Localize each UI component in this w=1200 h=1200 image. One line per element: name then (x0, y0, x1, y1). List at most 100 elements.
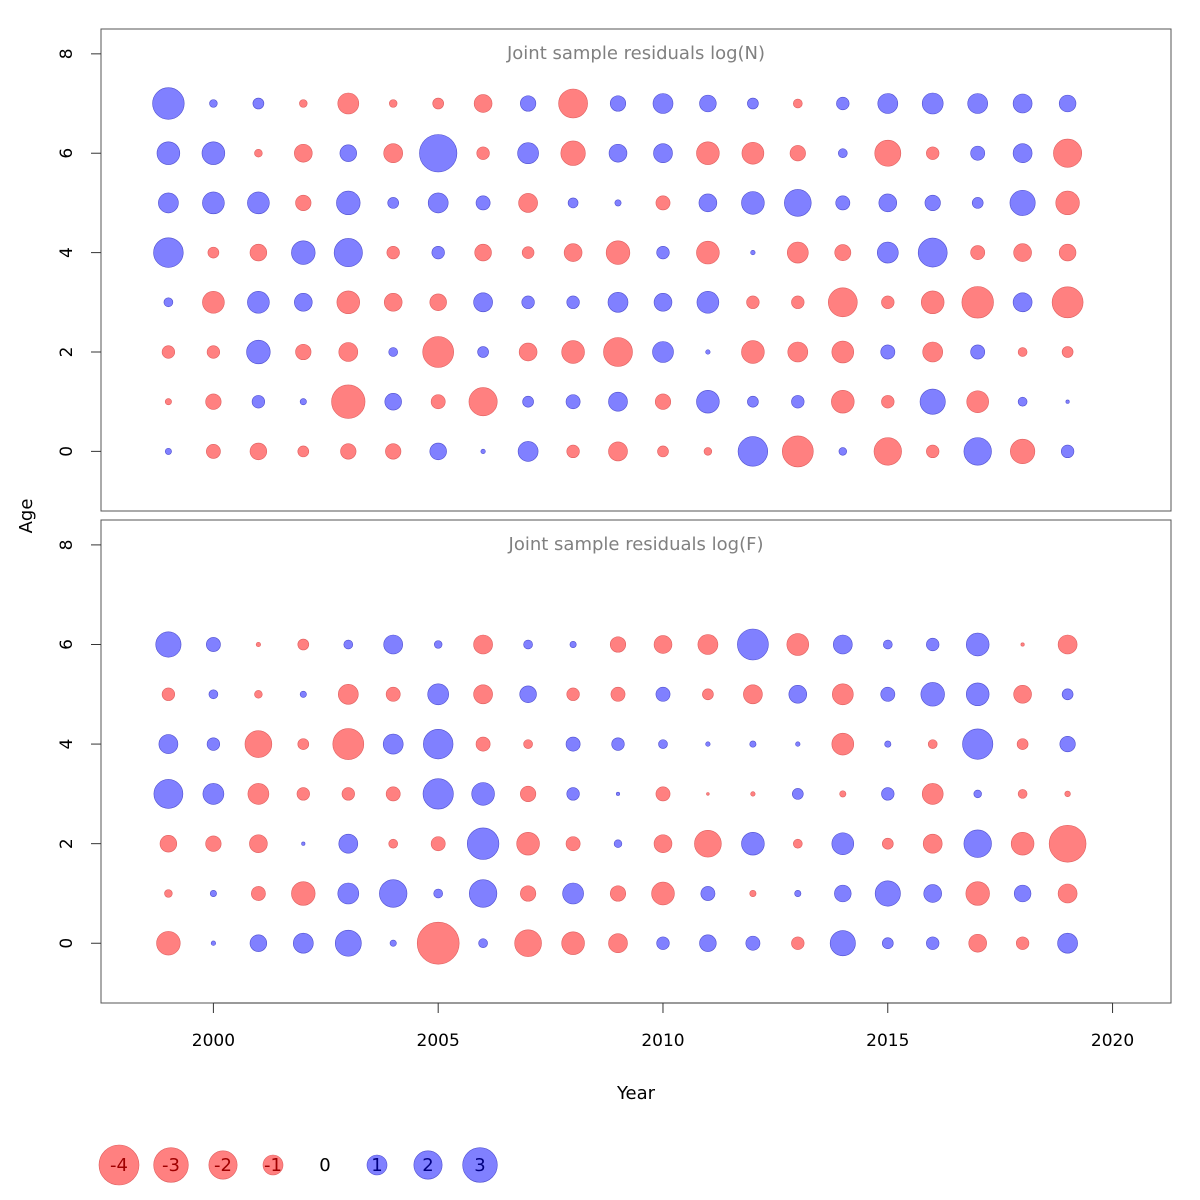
positive-residual-bubble (609, 95, 627, 112)
negative-residual-bubble (202, 291, 225, 314)
positive-residual-bubble (252, 97, 265, 110)
positive-residual-bubble (469, 879, 498, 908)
positive-residual-bubble (379, 879, 408, 908)
legend-item: -1 (262, 1154, 284, 1176)
negative-residual-bubble (657, 445, 669, 458)
negative-residual-bubble (247, 783, 270, 805)
negative-residual-bubble (430, 836, 446, 852)
negative-residual-bubble (338, 342, 359, 362)
legend-label: -4 (110, 1155, 128, 1176)
positive-residual-bubble (517, 142, 539, 164)
negative-residual-bubble (474, 243, 492, 262)
negative-residual-bubble (874, 139, 902, 167)
negative-residual-bubble (561, 931, 585, 955)
negative-residual-bubble (561, 340, 585, 364)
negative-residual-bubble (291, 881, 316, 906)
positive-residual-bubble (343, 639, 354, 650)
positive-residual-bubble (655, 686, 671, 702)
negative-residual-bubble (249, 243, 268, 262)
bubbles (153, 628, 1087, 965)
negative-residual-bubble (383, 293, 403, 312)
positive-residual-bubble (838, 148, 848, 158)
negative-residual-bubble (468, 387, 498, 417)
panel-0: Joint sample residuals log(N) 0 2 4 6 8 (57, 28, 1172, 512)
negative-residual-bubble (299, 99, 308, 108)
negative-residual-bubble (696, 141, 720, 165)
positive-residual-bubble (880, 686, 896, 702)
positive-residual-bubble (880, 344, 896, 360)
negative-residual-bubble (787, 341, 809, 363)
positive-residual-bubble (967, 93, 989, 114)
negative-residual-bubble (206, 444, 221, 459)
positive-residual-bubble (475, 195, 491, 211)
positive-residual-bubble (333, 238, 363, 268)
positive-residual-bubble (153, 779, 184, 809)
negative-residual-bubble (473, 94, 493, 113)
negative-residual-bubble (926, 444, 940, 459)
y-tick-label: 8 (57, 48, 77, 59)
positive-residual-bubble (164, 447, 172, 455)
negative-residual-bubble (476, 146, 490, 160)
negative-residual-bubble (156, 931, 181, 956)
positive-residual-bubble (247, 191, 270, 215)
positive-residual-bubble (965, 682, 990, 706)
negative-residual-bubble (432, 97, 444, 110)
negative-residual-bubble (385, 686, 401, 702)
negative-residual-bubble (337, 683, 359, 705)
negative-residual-bubble (608, 933, 628, 953)
negative-residual-bubble (340, 443, 357, 460)
positive-residual-bubble (883, 639, 893, 650)
positive-residual-bubble (963, 437, 992, 466)
positive-residual-bubble (737, 436, 769, 467)
legend-bubble (462, 1147, 498, 1183)
positive-residual-bubble (696, 390, 720, 414)
negative-residual-bubble (558, 88, 588, 119)
positive-residual-bubble (565, 736, 581, 752)
legend-label: -2 (214, 1155, 232, 1176)
negative-residual-bubble (1017, 789, 1028, 799)
negative-residual-bubble (383, 143, 403, 163)
negative-residual-bubble (791, 295, 805, 309)
x-tick-label: 2015 (866, 1031, 909, 1051)
negative-residual-bubble (965, 881, 990, 906)
y-tick-label: 8 (57, 539, 77, 550)
legend: -4 -3 -2 -1 0 1 2 3 (98, 1144, 498, 1186)
positive-residual-bubble (923, 884, 942, 903)
negative-residual-bubble (786, 633, 810, 656)
positive-residual-bubble (431, 245, 445, 260)
negative-residual-bubble (789, 145, 806, 162)
positive-residual-bubble (1012, 292, 1033, 313)
positive-residual-bubble (611, 737, 625, 751)
positive-residual-bubble (206, 737, 221, 751)
positive-residual-bubble (926, 936, 940, 950)
negative-residual-bubble (1048, 824, 1087, 863)
positive-residual-bubble (523, 639, 533, 650)
positive-residual-bubble (615, 791, 621, 796)
positive-residual-bubble (339, 144, 357, 162)
positive-residual-bubble (521, 295, 535, 309)
negative-residual-bubble (1061, 346, 1074, 358)
positive-residual-bubble (477, 346, 489, 358)
positive-residual-bubble (653, 293, 673, 312)
positive-residual-bubble (877, 93, 899, 114)
positive-residual-bubble (836, 96, 850, 111)
panels-layer: Joint sample residuals log(N)02468Joint … (57, 28, 1172, 1004)
positive-residual-bubble (698, 193, 718, 213)
negative-residual-bubble (416, 921, 460, 965)
panel-title: Joint sample residuals log(N) (506, 43, 765, 64)
negative-residual-bubble (922, 341, 944, 363)
positive-residual-bubble (1012, 143, 1033, 163)
positive-residual-bubble (299, 398, 307, 406)
positive-residual-bubble (383, 634, 403, 655)
positive-residual-bubble (971, 197, 984, 209)
negative-residual-bubble (603, 337, 633, 367)
legend-item: 1 (366, 1154, 388, 1176)
positive-residual-bubble (1060, 444, 1075, 459)
negative-residual-bubble (206, 345, 221, 359)
y-tick-label: 6 (57, 148, 77, 159)
negative-residual-bubble (920, 290, 945, 314)
positive-residual-bubble (249, 934, 268, 952)
positive-residual-bubble (473, 292, 493, 313)
positive-residual-bubble (337, 882, 360, 905)
negative-residual-bubble (249, 834, 268, 853)
